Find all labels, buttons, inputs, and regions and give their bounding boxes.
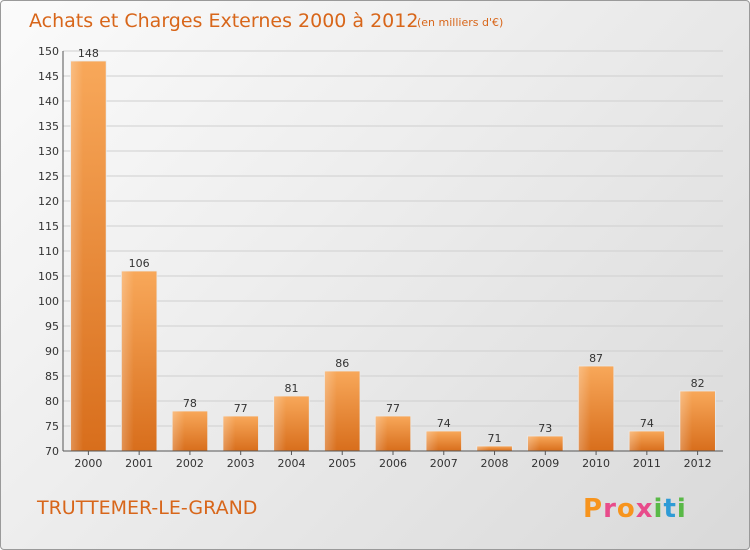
bar-highlight xyxy=(121,271,134,451)
value-label: 74 xyxy=(437,417,451,430)
bar-highlight xyxy=(172,411,185,451)
y-axis: 70 75 80 85 90 95 100 105 110 115 120 125 130 135 140 1… xyxy=(38,45,64,458)
x-tick-label: 2009 xyxy=(531,457,559,470)
value-label: 87 xyxy=(589,352,603,365)
bar-highlight xyxy=(222,416,236,451)
logo-letter: r xyxy=(603,494,617,524)
y-tick-label: 105 xyxy=(38,270,59,283)
x-tick-label: 2002 xyxy=(176,457,204,470)
y-tick-label: 125 xyxy=(38,170,59,183)
value-label: 77 xyxy=(386,402,400,415)
logo-letter: i xyxy=(677,494,687,524)
bar-highlight xyxy=(324,371,337,451)
bars: 148 106 78 77 81 86 77 74 71 73 87 74 82 xyxy=(70,47,716,452)
place-name: TRUTTEMER-LE-GRAND xyxy=(36,497,257,519)
value-label: 82 xyxy=(691,377,705,390)
y-tick-label: 145 xyxy=(38,70,59,83)
logo-letter: P xyxy=(583,494,603,524)
y-tick-label: 150 xyxy=(38,45,59,58)
y-tick-label: 110 xyxy=(38,245,59,258)
y-tick-label: 85 xyxy=(45,370,59,383)
chart-title: Achats et Charges Externes 2000 à 2012 xyxy=(29,10,418,32)
logo-letter: x xyxy=(636,494,654,524)
y-tick-label: 135 xyxy=(38,120,59,133)
proxiti-logo: Proxiti xyxy=(583,494,687,524)
bar-highlight xyxy=(578,366,591,451)
x-tick-label: 2010 xyxy=(582,457,610,470)
logo-letter: i xyxy=(654,494,664,524)
bar-highlight xyxy=(476,446,490,451)
value-label: 73 xyxy=(538,422,552,435)
y-tick-label: 80 xyxy=(45,395,59,408)
bar-highlight xyxy=(273,396,287,451)
value-label: 77 xyxy=(234,402,248,415)
x-axis: 2000 2001 2002 2003 2004 2005 2006 2007 2008 2009… xyxy=(63,450,723,470)
logo-letter: o xyxy=(617,494,636,524)
bar-highlight xyxy=(70,61,84,451)
y-tick-label: 100 xyxy=(38,295,59,308)
value-label: 86 xyxy=(335,357,349,370)
chart-unit-note: (en milliers d'€) xyxy=(417,16,503,29)
y-tick-label: 75 xyxy=(45,420,59,433)
x-tick-label: 2000 xyxy=(74,457,102,470)
y-tick-label: 115 xyxy=(38,220,59,233)
y-tick-label: 90 xyxy=(45,345,59,358)
x-tick-label: 2012 xyxy=(684,457,712,470)
x-tick-label: 2003 xyxy=(227,457,255,470)
x-tick-label: 2011 xyxy=(633,457,661,470)
x-tick-label: 2006 xyxy=(379,457,407,470)
x-tick-label: 2008 xyxy=(481,457,509,470)
value-label: 81 xyxy=(284,382,298,395)
y-tick-label: 120 xyxy=(38,195,59,208)
bar-highlight xyxy=(527,436,540,451)
y-tick-label: 70 xyxy=(45,445,59,458)
value-label: 106 xyxy=(129,257,150,270)
bar-highlight xyxy=(375,416,388,451)
y-tick-label: 95 xyxy=(45,320,59,333)
grid-lines xyxy=(63,50,723,452)
x-tick-label: 2004 xyxy=(277,457,305,470)
y-tick-label: 140 xyxy=(38,95,59,108)
bar-highlight xyxy=(426,431,439,451)
bar-highlight xyxy=(679,391,693,451)
value-label: 148 xyxy=(78,47,99,60)
x-tick-label: 2001 xyxy=(125,457,153,470)
bar-highlight xyxy=(629,431,642,451)
value-label: 74 xyxy=(640,417,654,430)
value-label: 71 xyxy=(488,432,502,445)
value-label: 78 xyxy=(183,397,197,410)
x-tick-label: 2005 xyxy=(328,457,356,470)
x-tick-label: 2007 xyxy=(430,457,458,470)
logo-letter: t xyxy=(663,494,676,524)
y-tick-label: 130 xyxy=(38,145,59,158)
